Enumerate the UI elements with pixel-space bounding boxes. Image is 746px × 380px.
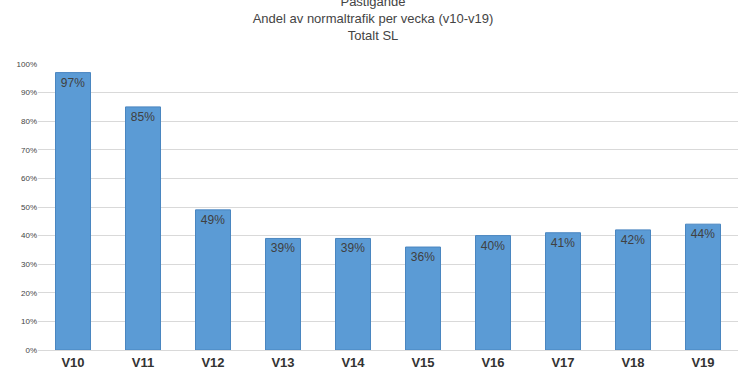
svg-text:70%: 70%: [21, 146, 37, 155]
svg-text:0%: 0%: [25, 346, 37, 355]
svg-text:V11: V11: [132, 355, 154, 370]
svg-text:40%: 40%: [21, 231, 37, 240]
svg-text:V14: V14: [341, 355, 365, 370]
svg-text:V12: V12: [201, 355, 224, 370]
svg-text:V16: V16: [481, 355, 504, 370]
svg-text:20%: 20%: [21, 289, 37, 298]
svg-text:100%: 100%: [17, 60, 37, 69]
svg-text:85%: 85%: [131, 110, 155, 124]
svg-text:40%: 40%: [481, 239, 505, 253]
svg-text:36%: 36%: [411, 250, 435, 264]
svg-text:PåstigandeAndel av normaltrafi: PåstigandeAndel av normaltrafik per veck…: [253, 0, 494, 42]
svg-text:60%: 60%: [21, 174, 37, 183]
svg-text:80%: 80%: [21, 117, 37, 126]
svg-text:V18: V18: [621, 355, 644, 370]
svg-text:50%: 50%: [21, 203, 37, 212]
svg-text:V19: V19: [691, 355, 714, 370]
svg-text:42%: 42%: [621, 233, 645, 247]
svg-text:V17: V17: [551, 355, 574, 370]
svg-text:30%: 30%: [21, 260, 37, 269]
svg-text:97%: 97%: [61, 76, 85, 90]
svg-text:39%: 39%: [341, 241, 365, 255]
svg-text:39%: 39%: [271, 241, 295, 255]
svg-text:V10: V10: [61, 355, 84, 370]
svg-text:V15: V15: [411, 355, 434, 370]
svg-text:49%: 49%: [201, 213, 225, 227]
svg-text:90%: 90%: [21, 88, 37, 97]
svg-text:V13: V13: [271, 355, 294, 370]
svg-text:44%: 44%: [691, 227, 715, 241]
svg-text:10%: 10%: [21, 317, 37, 326]
svg-text:41%: 41%: [551, 236, 575, 250]
